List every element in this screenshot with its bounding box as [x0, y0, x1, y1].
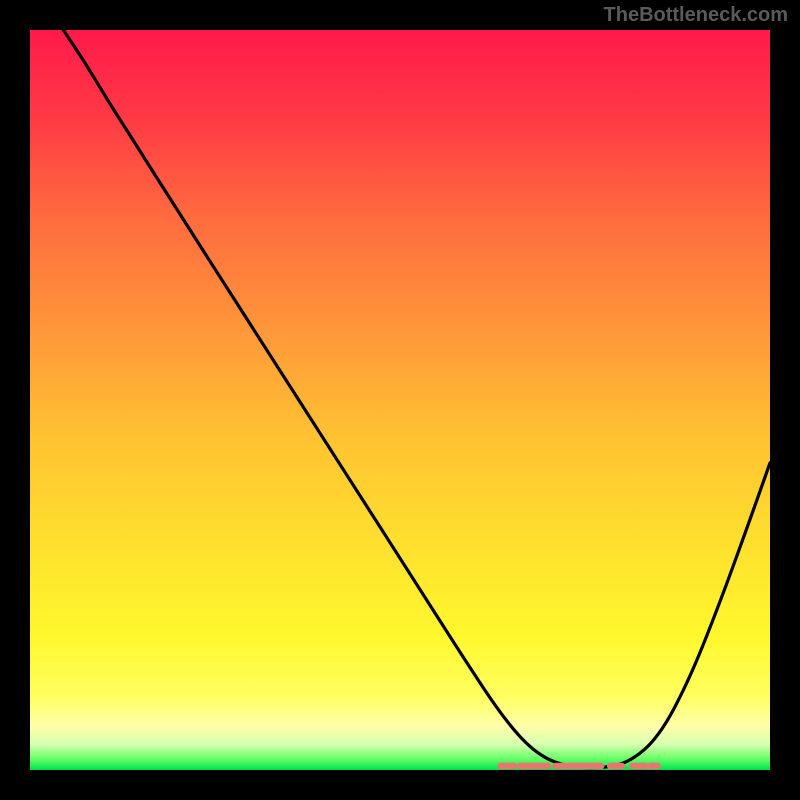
- chart-svg: [30, 30, 770, 770]
- chart-container: TheBottleneck.com: [0, 0, 800, 800]
- gradient-background: [30, 30, 770, 770]
- watermark-text: TheBottleneck.com: [604, 4, 788, 27]
- plot-area: [30, 30, 770, 770]
